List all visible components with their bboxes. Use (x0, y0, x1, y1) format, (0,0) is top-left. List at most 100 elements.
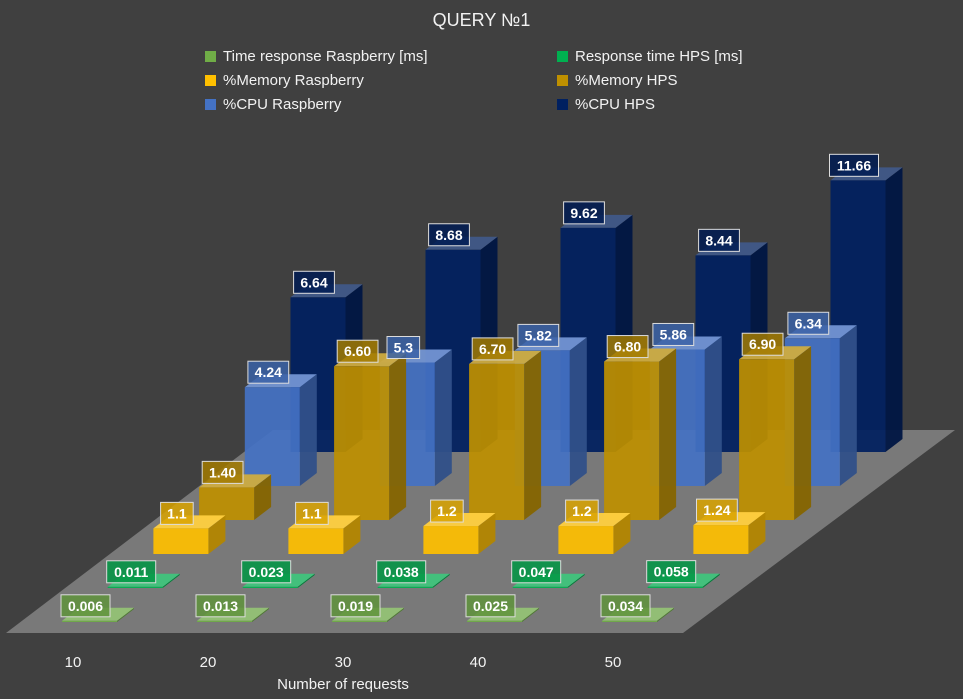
data-label-box (698, 228, 740, 252)
data-label: 11.66 (829, 153, 879, 177)
data-label: 1.24 (696, 498, 738, 522)
data-label-text: 0.038 (384, 564, 419, 580)
data-label-text: 6.34 (795, 315, 822, 331)
data-label: 6.80 (606, 335, 649, 359)
legend-label: %CPU HPS (575, 96, 656, 113)
data-label: 0.038 (376, 560, 427, 584)
data-label-box (565, 499, 599, 523)
bar-front (199, 487, 255, 520)
bar-side (885, 167, 903, 452)
bar-front (693, 525, 749, 554)
data-label-box (201, 460, 244, 484)
data-label-box (295, 501, 329, 525)
data-label-box (829, 153, 879, 177)
bar-front (332, 620, 387, 622)
legend-swatch (557, 99, 568, 110)
data-label: 0.019 (330, 594, 381, 618)
data-label: 4.24 (247, 360, 290, 384)
bar-side (434, 349, 452, 486)
data-label-text: 9.62 (570, 205, 597, 221)
data-label-box (195, 594, 246, 618)
data-label-text: 0.011 (114, 564, 148, 580)
bar-side (659, 348, 677, 520)
bar-front (197, 620, 252, 622)
data-label-text: 6.64 (300, 274, 327, 290)
data-label-text: 4.24 (255, 364, 282, 380)
bar-front (288, 528, 344, 554)
bar-side (432, 573, 450, 588)
data-label: 6.90 (741, 332, 784, 356)
data-label-box (430, 499, 464, 523)
x-axis-title: Number of requests (277, 676, 409, 693)
bar-front (739, 359, 795, 520)
legend-swatch (557, 75, 568, 86)
data-label-text: 5.86 (660, 326, 687, 342)
bar-front (377, 586, 433, 588)
data-label: 5.82 (517, 323, 560, 347)
data-label-box (428, 223, 470, 247)
data-label-box (652, 322, 695, 346)
bar-front (467, 620, 522, 622)
bar-side (389, 353, 407, 520)
bar-4-30 (469, 350, 542, 520)
data-label-box (336, 339, 379, 363)
bar-side (297, 573, 315, 588)
data-label-text: 8.68 (435, 227, 462, 243)
data-label: 0.025 (465, 594, 516, 618)
bar-side (657, 607, 674, 622)
bar-front (558, 526, 614, 554)
bar-side (522, 607, 539, 622)
bar-side (208, 515, 226, 554)
data-label-box (606, 335, 649, 359)
bar-front (153, 528, 209, 554)
legend-item: %Memory Raspberry (205, 72, 557, 89)
bar-front (244, 387, 300, 486)
bar-side (704, 336, 722, 486)
bar-front (334, 366, 390, 520)
data-label: 5.86 (652, 322, 695, 346)
bar-4-10 (199, 474, 272, 520)
bar-4-20 (334, 353, 407, 520)
x-tick-label: 20 (200, 654, 217, 671)
bar-front (423, 526, 479, 554)
data-label-box (241, 560, 292, 584)
data-label-text: 11.66 (837, 157, 871, 173)
legend-swatch (557, 51, 568, 62)
bar-side (794, 346, 812, 520)
data-label-box (646, 560, 697, 584)
data-label: 1.1 (160, 501, 194, 525)
data-label: 6.60 (336, 339, 379, 363)
data-label-box (330, 594, 381, 618)
bar-front (242, 586, 298, 588)
legend-item: %CPU Raspberry (205, 96, 557, 113)
data-label-text: 1.2 (437, 503, 457, 519)
bar-front (469, 363, 525, 520)
legend-label: Response time HPS [ms] (575, 48, 743, 65)
data-label-box (696, 498, 738, 522)
data-label-box (293, 270, 335, 294)
bar-front (604, 361, 660, 520)
data-label-text: 6.60 (344, 343, 371, 359)
data-label-box (600, 594, 651, 618)
bar-side (748, 512, 766, 554)
data-label-box (247, 360, 290, 384)
data-label-text: 1.1 (167, 505, 187, 521)
data-label: 0.023 (241, 560, 292, 584)
bar-side (702, 573, 720, 588)
data-label: 1.1 (295, 501, 329, 525)
bar-front (602, 620, 657, 622)
data-label: 0.047 (511, 560, 562, 584)
bar-front (647, 586, 703, 588)
bar-side (839, 325, 857, 486)
legend-label: Time response Raspberry [ms] (223, 48, 428, 65)
data-label-text: 1.1 (302, 505, 322, 521)
bar-side (343, 515, 361, 554)
data-label: 6.64 (293, 270, 335, 294)
data-label: 0.013 (195, 594, 246, 618)
data-label-box (511, 560, 562, 584)
data-label-box (106, 560, 157, 584)
x-tick-label: 50 (605, 654, 622, 671)
data-label: 8.44 (698, 228, 740, 252)
data-label: 8.68 (428, 223, 470, 247)
legend-item: Response time HPS [ms] (557, 48, 805, 65)
